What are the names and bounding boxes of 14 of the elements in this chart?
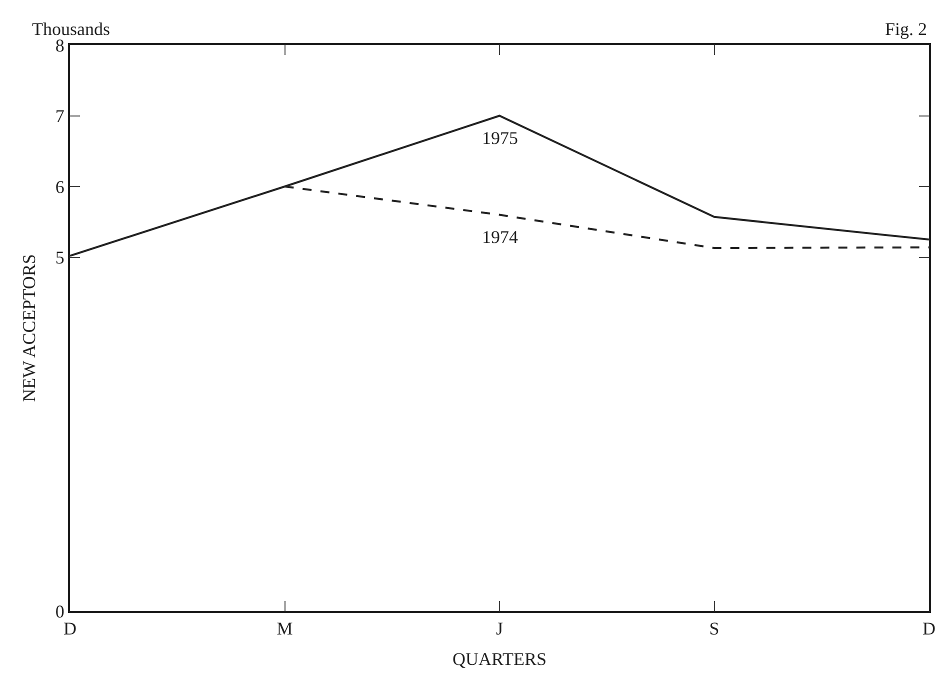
x-tick-label: S (709, 618, 720, 639)
y-tick-label: 0 (55, 601, 64, 622)
y-axis-title: NEW ACCEPTORS (19, 254, 40, 402)
y-tick-label: 5 (55, 248, 64, 268)
x-tick-label: M (276, 618, 293, 639)
x-tick-label: D (64, 618, 76, 639)
y-tick-label: 6 (55, 176, 64, 197)
x-tick-label: D (922, 618, 936, 639)
series-label: 1974 (482, 227, 518, 247)
x-tick-label: J (496, 618, 504, 639)
x-axis-title: QUARTERS (452, 649, 546, 670)
series-label: 1975 (482, 128, 518, 148)
y-tick-label: 7 (55, 106, 64, 126)
caption: Fig. 2 (885, 19, 928, 39)
